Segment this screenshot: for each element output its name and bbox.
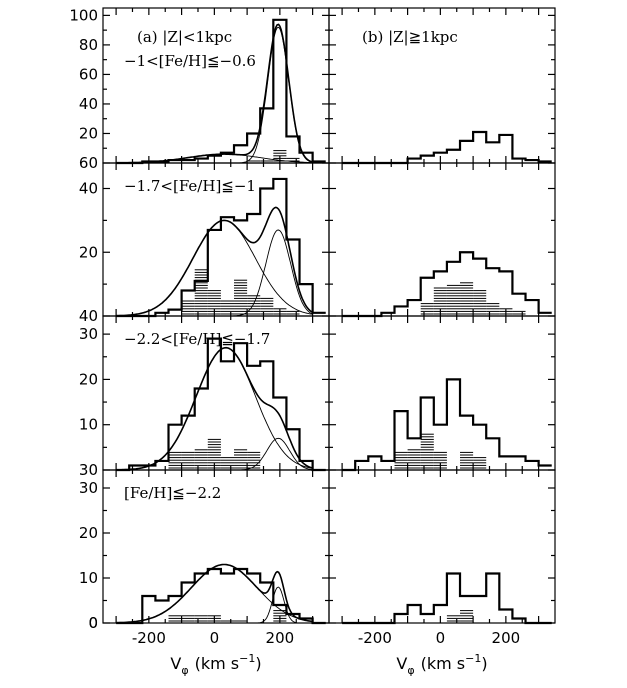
hatched-bar [512,310,526,315]
hatched-bar [286,310,300,315]
histogram [116,177,326,318]
hatched-bar [433,287,447,315]
hatched-bar [273,610,287,622]
x-tick-label: -200 [132,629,166,647]
y-tick-label: 30 [79,325,98,343]
panel-r2-c1 [328,315,556,472]
panels-group [102,7,556,625]
hatched-bar [247,295,261,315]
metallicity-label: −2.2<[Fe/H]≦−1.7 [124,330,270,348]
y-tick-label: 100 [69,6,98,24]
fit-component-0 [116,26,313,164]
metallicity-label: [Fe/H]≦−2.2 [124,484,221,502]
y-tick-label: 20 [79,243,98,261]
hatched-bar [194,449,208,469]
y-tick-label: 60 [79,65,98,83]
hatched-bar [499,308,513,315]
y-tick-label-bottom: 0 [88,614,98,632]
hatched-bar [168,451,182,469]
panel-r1-c1 [328,162,556,318]
fit-total [116,346,313,471]
hatched-bar [220,300,235,315]
hatched-bar [420,303,434,315]
hatched-bar [207,438,221,469]
metallicity-label: −1.7<[Fe/H]≦−1 [124,177,256,195]
metallicity-label: −1<[Fe/H]≦−0.6 [124,52,256,70]
hatched-bar [433,451,447,469]
hatched-bar [473,290,487,315]
fit-component-1 [116,586,313,624]
y-tick-label: 80 [79,36,98,54]
hatched-bar [420,433,434,469]
y-tick-label-bottom: 30 [79,461,98,479]
y-tick-label: 20 [79,370,98,388]
hatched-bar [207,615,221,622]
hatched-bar [181,300,195,315]
labels-group: 2040608010060−1<[Fe/H]≦−0.6204040−1.7<[F… [69,6,457,632]
column-title: (b) |Z|≧1kpc [362,28,458,46]
panel-frame [328,315,556,471]
histogram [342,130,552,165]
hatched-bar [460,451,474,469]
hatched-bar [234,279,248,315]
x-tick-label: -200 [358,629,392,647]
panel-frame [328,469,556,624]
x-axis-label: Vφ (km s−1) [170,652,261,677]
x-axis-label: Vφ (km s−1) [396,652,487,677]
y-tick-label: 0 [88,614,98,632]
y-tick-label: 10 [79,416,98,434]
y-tick-label: 30 [79,479,98,497]
hatched-bar [260,297,274,315]
fit-total [116,23,313,164]
histogram [342,572,552,625]
x-tick-label: 0 [210,629,220,647]
histogram [342,378,552,472]
hatched-bar [273,308,287,315]
hatched-bar [247,451,261,469]
hatched-bar [460,610,474,622]
hatched-bar [181,615,195,622]
y-tick-label-bottom: 40 [79,307,98,325]
fit-total [116,206,314,317]
x-tick-label: 200 [492,629,521,647]
hatched-bar [194,615,208,622]
hatched-bar [194,269,208,315]
hatched-bar [286,157,300,162]
x-tick-label: 0 [436,629,446,647]
y-tick-label: 40 [79,95,98,113]
histogram [342,251,552,318]
column-title: (a) |Z|<1kpc [137,28,232,46]
histogram [116,567,326,625]
y-tick-label-bottom: 60 [79,154,98,172]
hatched-bar [394,451,408,469]
hatched-bar [460,282,474,315]
y-tick-label: 20 [79,524,98,542]
hatched-bar [181,451,195,469]
y-tick-label: 40 [79,180,98,198]
fit-component-0 [116,347,313,471]
y-tick-label: 20 [79,124,98,142]
y-tick-label: 10 [79,569,98,587]
hatched-bar [486,303,500,315]
hatched-bar [220,457,235,469]
hatched-bar [168,615,182,622]
hatched-bar [446,284,461,315]
panel-r3-c1 [328,469,556,625]
hatched-bar [473,457,487,469]
hatched-bar [407,449,421,469]
fit-component-0 [116,564,313,624]
hatched-bar [234,449,248,469]
hatched-bar [446,615,461,622]
panel-r1-c0 [102,162,330,318]
fit-total [116,563,313,624]
hatched-bar [207,290,221,315]
x-tick-label: 200 [266,629,295,647]
